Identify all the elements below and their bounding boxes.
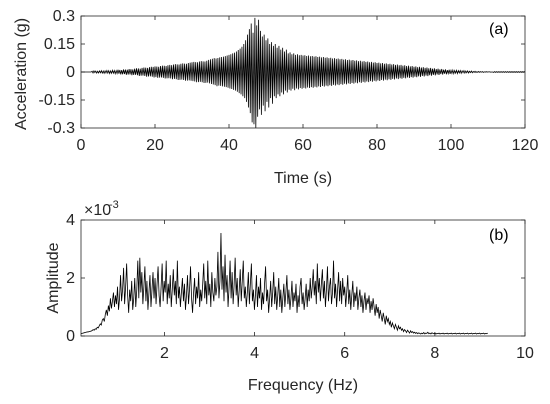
panel-b-tag: (b)	[489, 227, 509, 244]
panel-b-x-tick-label: 2	[160, 345, 169, 362]
panel-b: ×10 -3 Amplitude 0 2 4 2 4 6 8 10 (b) Frequenc…	[45, 199, 534, 394]
panel-a-xlabel: Time (s)	[274, 170, 332, 187]
panel-a: Acceleration (g) -0.3 -0.15 0 0.15 0.3 0 20 40…	[13, 8, 538, 187]
panel-b-x-ticks: 2 4 6 8 10	[160, 220, 534, 362]
panel-a-y-tick-label: -0.15	[39, 92, 76, 109]
panel-b-series-line	[80, 233, 488, 335]
panel-a-x-tick-label: 60	[294, 137, 312, 154]
panel-b-x-tick-label: 6	[340, 345, 349, 362]
panel-b-ylabel: Amplitude	[45, 242, 62, 313]
panel-b-x-tick-label: 4	[250, 345, 259, 362]
panel-a-y-tick-label: 0.15	[44, 36, 75, 53]
panel-a-x-ticks: 0 20 40 60 80 100 120	[77, 16, 539, 154]
panel-a-y-ticks: -0.3 -0.15 0 0.15 0.3	[39, 8, 525, 137]
panel-b-y-scale-base: ×10	[84, 202, 111, 219]
panel-a-axes-box	[80, 15, 526, 129]
panel-a-y-tick-label: -0.3	[47, 120, 75, 137]
panel-a-x-tick-label: 40	[220, 137, 238, 154]
panel-b-y-tick-label: 0	[66, 328, 75, 345]
panel-a-x-tick-label: 120	[512, 137, 539, 154]
panel-a-x-tick-label: 80	[368, 137, 386, 154]
panel-b-axes-box	[80, 219, 526, 337]
panel-b-x-tick-label: 8	[430, 345, 439, 362]
panel-a-x-tick-label: 100	[438, 137, 465, 154]
panel-a-x-tick-label: 0	[77, 137, 86, 154]
panel-a-series-line	[81, 17, 526, 129]
panel-b-x-tick-label: 10	[516, 345, 534, 362]
panel-a-y-tick-label: 0	[66, 64, 75, 81]
panel-b-y-tick-label: 2	[66, 270, 75, 287]
panel-a-ylabel: Acceleration (g)	[13, 18, 30, 130]
panel-a-y-tick-label: 0.3	[53, 8, 75, 25]
panel-a-tag: (a)	[489, 21, 509, 38]
panel-b-y-scale-exponent: -3	[109, 199, 119, 211]
panel-b-y-tick-label: 4	[66, 212, 75, 229]
panel-a-x-tick-label: 20	[146, 137, 164, 154]
panel-b-xlabel: Frequency (Hz)	[248, 377, 358, 394]
